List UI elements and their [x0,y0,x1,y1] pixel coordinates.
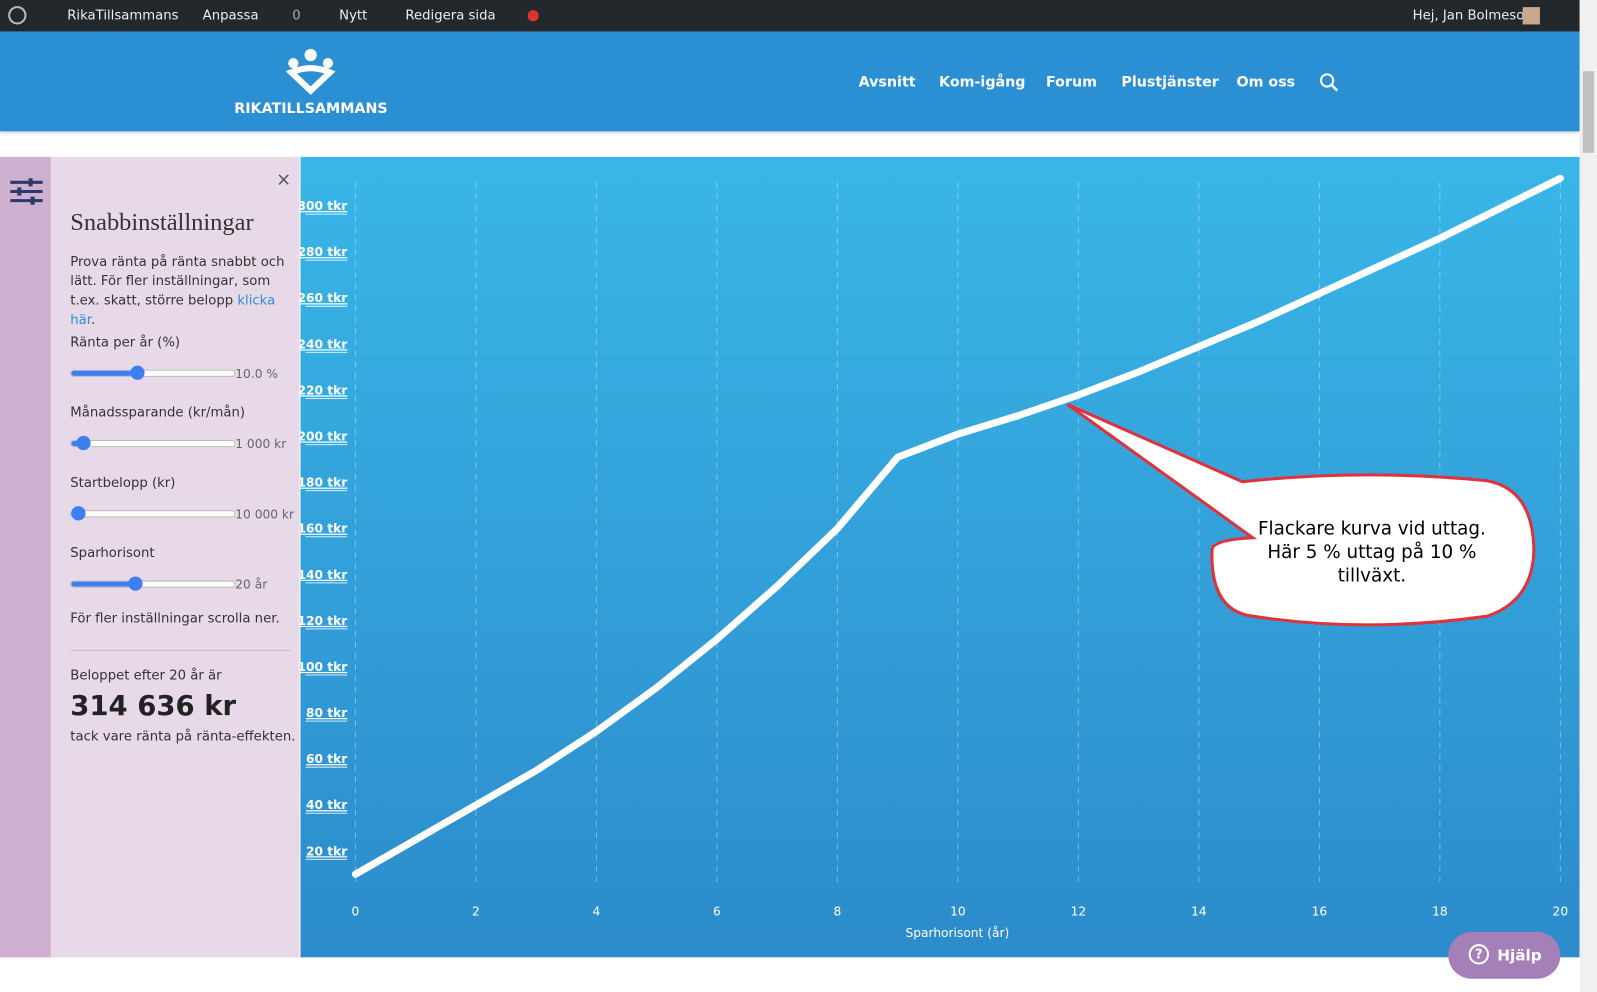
y-tick-label: 140 tkr [300,568,347,582]
nav-link[interactable]: Avsnitt [858,74,916,91]
result-label: Beloppet efter 20 år är [70,668,222,684]
x-tick-label: 18 [1432,905,1448,919]
logo-text[interactable]: RIKATILLSAMMANS [234,100,388,118]
slider[interactable] [70,435,236,451]
x-tick-label: 6 [713,905,721,919]
y-tick-label: 160 tkr [300,522,347,536]
y-tick-label: 120 tkr [300,614,347,628]
search-icon[interactable] [1319,72,1339,92]
settings-icon[interactable] [10,177,43,208]
user-greeting[interactable]: Hej, Jan Bolmeson [1412,8,1533,24]
x-tick-label: 8 [834,905,842,919]
x-tick-label: 2 [472,905,480,919]
callout-line: Flackare kurva vid uttag. [1258,519,1486,540]
panel-title: Snabbinställningar [70,209,254,237]
y-tick-label: 220 tkr [300,383,347,397]
x-tick-label: 16 [1312,905,1328,919]
y-tick-label: 280 tkr [300,245,347,259]
new-link[interactable]: Nytt [339,8,368,24]
callout-bubble [1066,402,1536,627]
settings-tab[interactable] [0,156,51,958]
slider-value: 20 år [235,577,268,592]
customize-link[interactable]: Anpassa [202,8,259,24]
slider[interactable] [70,576,236,591]
callout: Flackare kurva vid uttag. Här 5 % uttag … [1066,402,1536,627]
slider-label: Ränta per år (%) [70,335,181,351]
hint: För fler inställningar scrolla ner. [70,611,280,627]
site-header: RIKATILLSAMMANS Avsnitt Kom-igång Forum … [0,31,1580,132]
avatar[interactable] [1522,7,1540,25]
intro-link[interactable]: klicka här [70,293,276,328]
intro: Prova ränta på ränta snabbt och lätt. Fö… [70,253,289,330]
slider-value: 10.0 % [235,366,278,381]
slider-label: Sparhorisont [70,545,155,562]
nav-link[interactable]: Forum [1045,74,1098,91]
y-tick-label: 260 tkr [300,291,347,305]
x-tick-label: 0 [352,905,360,919]
y-tick-label: 100 tkr [300,660,347,674]
y-tick-label: 60 tkr [306,752,347,766]
help-label[interactable]: Hjälp [1497,946,1542,965]
comments-link[interactable]: 0 [292,8,301,24]
help-icon[interactable]: ? [1468,944,1490,965]
edit-link[interactable]: Redigera sida [405,8,496,24]
quick-settings: × Snabbinställningar Prova ränta på ränt… [50,156,300,958]
nav-link[interactable]: Plustjänster [1121,74,1219,91]
scrollbar[interactable] [1579,0,1597,992]
x-tick-label: 12 [1071,905,1087,919]
y-tick-label: 180 tkr [300,476,347,490]
wp-logo[interactable] [8,6,27,25]
y-tick-label: 240 tkr [300,337,347,351]
y-tick-label: 300 tkr [300,199,347,213]
callout-line: tillväxt. [1338,566,1406,587]
slider[interactable] [70,365,236,380]
callout-line: Här 5 % uttag på 10 % [1267,542,1476,563]
slider-value: 10 000 kr [235,507,295,522]
data-line [351,174,1564,878]
result-note: tack vare ränta på ränta-effekten. [70,729,296,745]
y-tick-label: 80 tkr [306,706,347,720]
x-tick-label: 10 [950,905,966,919]
admin-bar: RikaTillsammans Anpassa 0 Nytt Redigera … [0,0,1580,32]
divider [70,649,291,651]
nav-link[interactable]: Om oss [1236,74,1296,91]
nav-link[interactable]: Kom-igång [939,74,1026,91]
x-tick-label: 20 [1553,905,1569,919]
x-tick-label: 4 [593,905,601,919]
x-tick-label: 14 [1191,905,1207,919]
close-button[interactable]: × [276,169,292,191]
intro-text: Prova ränta på ränta snabbt och lätt. Fö… [70,254,285,309]
result-amount: 314 636 kr [70,690,237,723]
intro-end: . [91,312,96,328]
slider-label: Månadssparande (kr/mån) [70,405,246,421]
slider[interactable] [70,506,236,521]
y-tick-label: 40 tkr [306,798,347,812]
slider-label: Startbelopp (kr) [70,475,176,491]
y-tick-label: 20 tkr [306,844,347,858]
slider-value: 1 000 kr [235,436,287,452]
logo-icon[interactable] [281,46,340,95]
scroll-thumb[interactable] [1582,71,1594,153]
help-button[interactable]: ? Hjälp [1448,931,1561,979]
status-dot [527,10,539,22]
x-axis-title: Sparhorisont (år) [906,926,1010,940]
site-link[interactable]: RikaTillsammans [67,8,179,24]
y-tick-label: 200 tkr [300,430,347,444]
